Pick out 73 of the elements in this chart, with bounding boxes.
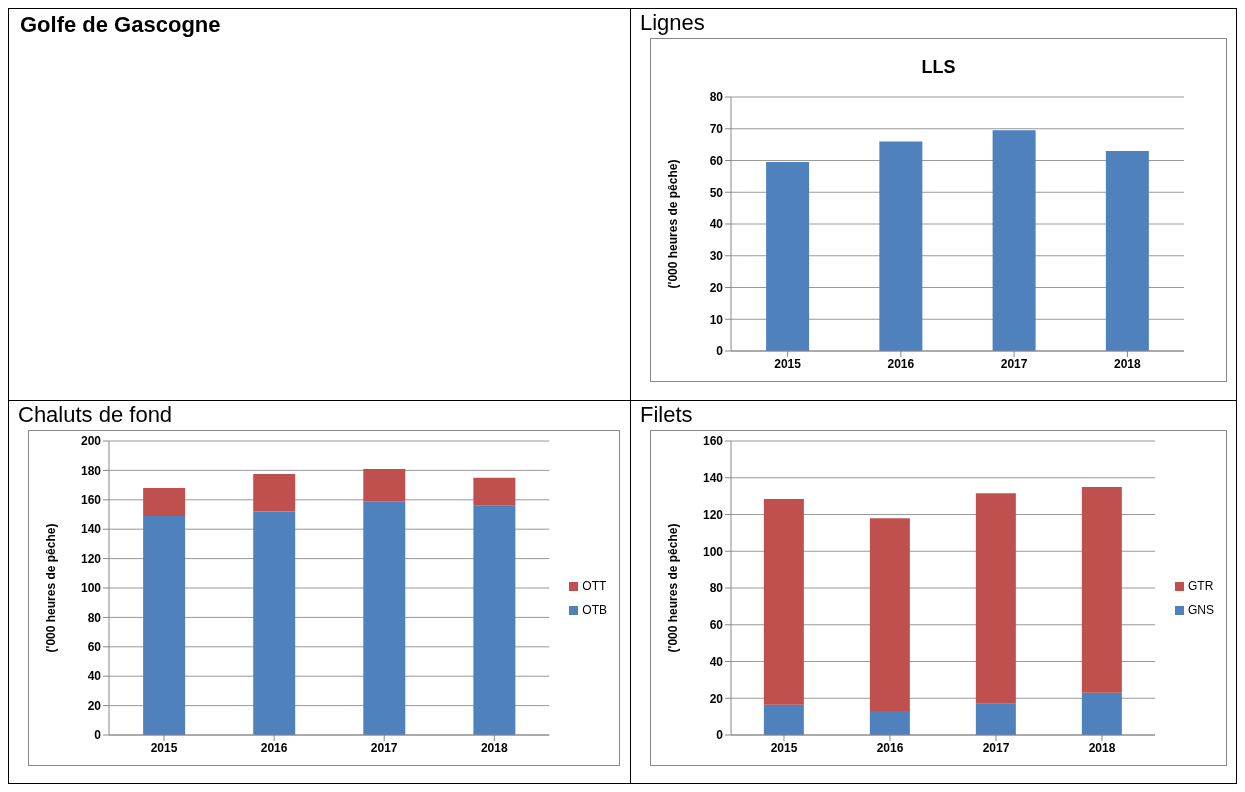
y-tick-label: 30 [709, 249, 724, 264]
y-tick-label: 100 [80, 581, 102, 596]
bar [473, 477, 516, 506]
legend-label: OTB [582, 603, 607, 617]
y-tick-label: 200 [80, 434, 102, 449]
chart-subtitle: Chaluts de fond [18, 402, 174, 429]
y-tick-label: 20 [709, 691, 724, 706]
bar [992, 130, 1036, 351]
text: Golfe de Gascogne [20, 12, 221, 38]
bar [975, 703, 1016, 735]
y-axis-title: ('000 heures de pêche) [666, 523, 681, 653]
y-tick-label: 40 [87, 669, 102, 684]
bar [1081, 692, 1122, 735]
x-tick-label: 2017 [982, 740, 1010, 755]
bar [473, 505, 516, 735]
bar [253, 474, 296, 512]
y-axis-title: ('000 heures de pêche) [44, 523, 59, 653]
x-tick-label: 2018 [1114, 356, 1142, 371]
bar [763, 498, 804, 705]
bar [363, 468, 406, 502]
x-tick-label: 2017 [1000, 356, 1028, 371]
x-tick-label: 2016 [887, 356, 915, 371]
y-tick-label: 0 [94, 728, 102, 743]
y-tick-label: 20 [87, 698, 102, 713]
y-tick-label: 20 [709, 280, 724, 295]
y-tick-label: 160 [80, 493, 102, 508]
y-tick-label: 140 [80, 522, 102, 537]
x-tick-label: 2018 [480, 740, 508, 755]
y-tick-label: 80 [87, 610, 102, 625]
bar [143, 515, 186, 735]
y-tick-label: 50 [709, 185, 724, 200]
y-tick-label: 120 [80, 551, 102, 566]
y-tick-label: 60 [709, 618, 724, 633]
y-tick-label: 80 [709, 90, 724, 105]
x-tick-label: 2015 [150, 740, 178, 755]
bar [1081, 486, 1122, 693]
x-tick-label: 2015 [774, 356, 802, 371]
legend-label: GTR [1187, 579, 1214, 593]
bar [363, 501, 406, 735]
y-tick-label: 140 [702, 471, 724, 486]
x-tick-label: 2017 [370, 740, 398, 755]
y-tick-label: 0 [716, 728, 724, 743]
y-tick-label: 40 [709, 217, 724, 232]
x-tick-label: 2016 [260, 740, 288, 755]
y-tick-label: 70 [709, 122, 724, 137]
y-tick-label: 180 [80, 463, 102, 478]
chart-subtitle: Filets [640, 402, 694, 429]
y-tick-label: 60 [709, 153, 724, 168]
bar [763, 704, 804, 735]
bar [879, 141, 923, 351]
y-tick-label: 120 [702, 507, 724, 522]
x-tick-label: 2016 [876, 740, 904, 755]
y-tick-label: 0 [716, 344, 724, 359]
y-tick-label: 40 [709, 654, 724, 669]
y-tick-label: 80 [709, 581, 724, 596]
bar [869, 518, 910, 712]
legend-label: GNS [1187, 603, 1214, 617]
x-tick-label: 2018 [1088, 740, 1116, 755]
bar [143, 488, 186, 516]
y-axis-title: ('000 heures de pêche) [666, 159, 681, 289]
y-tick-label: 60 [87, 640, 102, 655]
bar [253, 511, 296, 735]
legend-label: OTT [582, 579, 607, 593]
bar [1105, 150, 1149, 351]
bar [975, 493, 1016, 704]
y-tick-label: 160 [702, 434, 724, 449]
bar [766, 162, 810, 351]
chart-title: LLS [920, 56, 957, 79]
x-tick-label: 2015 [770, 740, 798, 755]
bar [869, 711, 910, 735]
y-tick-label: 10 [709, 312, 724, 327]
chart-subtitle: Lignes [640, 10, 706, 37]
y-tick-label: 100 [702, 544, 724, 559]
